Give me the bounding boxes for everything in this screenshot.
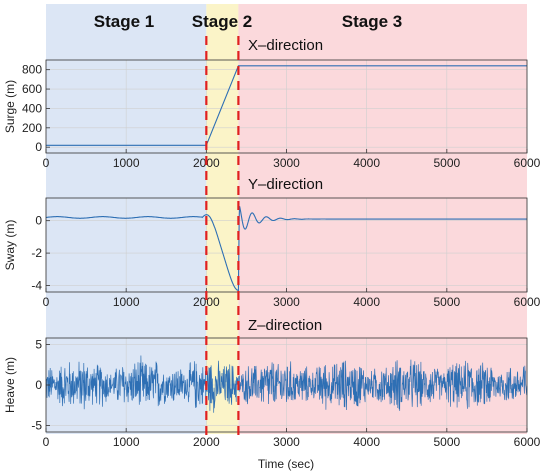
y-tick-label: 800 — [22, 63, 42, 77]
y-tick-label: -2 — [31, 246, 42, 260]
y-tick-label: 0 — [35, 140, 42, 154]
x-tick-label: 4000 — [353, 435, 380, 449]
x-tick-label: 0 — [43, 435, 50, 449]
x-tick-label: 3000 — [273, 156, 300, 170]
x-tick-label: 4000 — [353, 156, 380, 170]
x-axis-label: Time (sec) — [258, 457, 314, 471]
panels: 01000200030004000500060000200400600800X–… — [3, 37, 541, 449]
x-tick-label: 6000 — [514, 435, 541, 449]
series-line — [46, 65, 527, 146]
x-tick-label: 2000 — [193, 295, 220, 309]
x-tick-label: 6000 — [514, 156, 541, 170]
x-tick-label: 1000 — [113, 435, 140, 449]
y-tick-label: 400 — [22, 101, 42, 115]
panel-title: X–direction — [248, 37, 323, 54]
y-tick-label: 5 — [35, 337, 42, 351]
y-axis-label: Surge (m) — [3, 80, 17, 133]
stage-2-label: Stage 2 — [192, 12, 252, 31]
stage-dividers — [205, 36, 240, 440]
x-tick-label: 5000 — [433, 435, 460, 449]
panel-1: 01000200030004000500060000200400600800X–… — [3, 37, 541, 170]
y-axis-label: Heave (m) — [3, 357, 17, 413]
x-tick-label: 6000 — [514, 295, 541, 309]
x-tick-label: 1000 — [113, 295, 140, 309]
series-line — [46, 206, 527, 292]
panel-3: 0 1000 2000 3000 4000 5000 6000-505Z–direction… — [3, 317, 541, 449]
y-tick-label: 0 — [35, 214, 42, 228]
y-tick-label: -5 — [31, 419, 42, 433]
x-tick-label: 4000 — [353, 295, 380, 309]
x-tick-label: 5000 — [433, 156, 460, 170]
stage-3-label: Stage 3 — [342, 12, 402, 31]
panel-title: Z–direction — [248, 317, 322, 334]
x-tick-label: 3000 — [273, 295, 300, 309]
x-tick-label: 1000 — [113, 156, 140, 170]
x-tick-label: 3000 — [273, 435, 300, 449]
x-tick-label: 0 — [43, 295, 50, 309]
panel-2: 0 1000 2000 3000 4000 5000 6000 -4 -2 0 Y–directio… — [3, 176, 541, 309]
y-tick-label: 0 — [35, 378, 42, 392]
y-tick-label: -4 — [31, 279, 42, 293]
y-tick-label: 200 — [22, 121, 42, 135]
y-axis-label: Sway (m) — [3, 220, 17, 271]
x-tick-label: 5000 — [433, 295, 460, 309]
panel-title: Y–direction — [248, 176, 323, 193]
series-line — [45, 355, 528, 413]
y-tick-label: 600 — [22, 82, 42, 96]
stage-1-label: Stage 1 — [94, 12, 154, 31]
x-tick-label: 2000 — [193, 435, 220, 449]
x-tick-label: 0 — [43, 156, 50, 170]
